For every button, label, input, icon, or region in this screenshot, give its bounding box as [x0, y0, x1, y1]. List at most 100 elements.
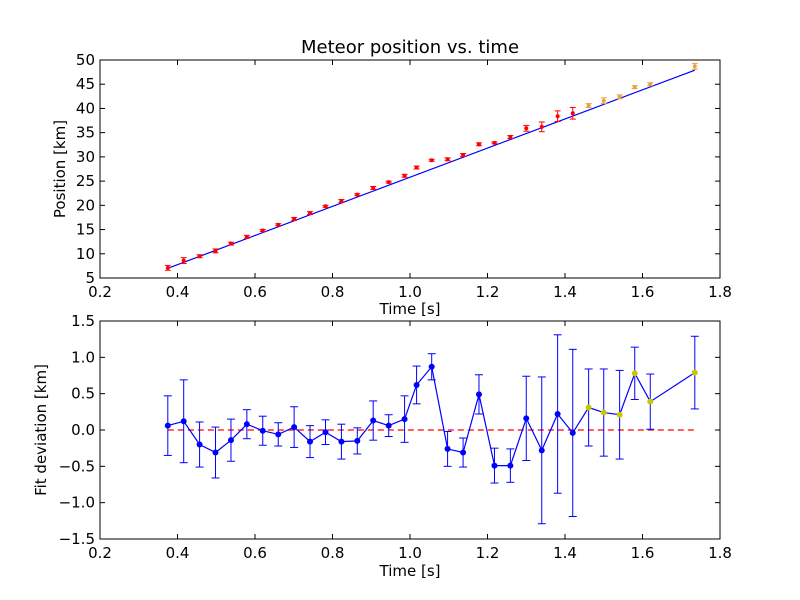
position-marker	[429, 158, 434, 163]
0-ytick-label: 45	[76, 75, 95, 93]
deviation-marker	[569, 429, 576, 436]
position-marker	[632, 85, 637, 90]
top-plot-frame	[99, 59, 721, 279]
deviation-marker	[354, 437, 361, 444]
deviation-marker	[554, 411, 561, 418]
position-point	[523, 124, 530, 132]
position-point	[338, 198, 345, 203]
deviation-marker	[180, 418, 187, 425]
deviation-errorbars	[163, 334, 699, 525]
0-ytick-label: 20	[76, 196, 95, 214]
position-point	[554, 110, 561, 123]
0-ytick-label: 30	[76, 148, 95, 166]
position-point	[401, 173, 408, 178]
deviation-marker	[507, 462, 514, 469]
position-marker	[586, 103, 591, 108]
position-point	[385, 180, 392, 185]
deviation-marker	[275, 431, 282, 438]
deviation-marker	[428, 363, 435, 370]
position-marker	[476, 142, 481, 147]
position-marker	[508, 135, 513, 140]
0-ytick-label: 40	[76, 99, 95, 117]
0-ytick-label: 25	[76, 172, 95, 190]
top-y-axis: 5 10 15 20 25 30 35 40 45 50	[76, 51, 720, 287]
1-ytick-label: −1.5	[59, 530, 95, 548]
position-point	[585, 103, 592, 108]
position-marker	[539, 124, 544, 129]
position-point	[600, 97, 607, 105]
1-ytick-label: −0.5	[59, 457, 95, 475]
position-marker	[617, 94, 622, 99]
1-ytick-label: 1.0	[71, 348, 95, 366]
position-point	[291, 216, 298, 221]
chart-title: Meteor position vs. time	[301, 37, 519, 58]
deviation-marker	[370, 417, 377, 424]
position-marker	[197, 254, 202, 259]
deviation-marker	[322, 429, 329, 436]
position-point	[243, 234, 250, 239]
position-point	[691, 62, 698, 70]
deviation-marker	[585, 404, 592, 411]
position-marker	[402, 173, 407, 178]
position-point	[180, 257, 187, 264]
top-x-axis: 0.2 0.4 0.6 0.8 1.0 1.2 1.4 1.6 1.8	[88, 60, 732, 301]
deviation-marker	[164, 422, 171, 429]
position-point	[460, 152, 467, 157]
0-xtick-label: 0.8	[321, 283, 345, 301]
1-xtick-label: 1.8	[708, 544, 732, 562]
0-xtick-label: 0.4	[166, 283, 190, 301]
deviation-marker	[491, 462, 498, 469]
position-marker	[371, 185, 376, 190]
position-point	[631, 85, 638, 90]
0-xtick-label: 0.6	[243, 283, 267, 301]
position-point	[322, 204, 329, 209]
deviation-marker	[259, 427, 266, 434]
deviation-marker	[444, 445, 451, 452]
deviation-marker	[460, 449, 467, 456]
position-point	[354, 192, 361, 197]
0-ytick-label: 50	[76, 51, 95, 69]
1-xtick-label: 0.8	[321, 544, 345, 562]
0-ytick-label: 10	[76, 245, 95, 263]
0-ytick-label: 35	[76, 124, 95, 142]
bottom-y-label: Fit deviation [km]	[32, 364, 50, 496]
0-xtick-label: 1.4	[553, 283, 577, 301]
position-marker	[648, 82, 653, 87]
position-point	[307, 211, 314, 216]
position-point	[569, 106, 576, 120]
deviation-marker	[385, 422, 392, 429]
1-xtick-label: 1.0	[398, 544, 422, 562]
deviation-marker	[616, 411, 623, 418]
position-marker	[524, 126, 529, 131]
1-ytick-label: −1.0	[59, 494, 95, 512]
position-point	[475, 142, 482, 147]
position-marker	[323, 204, 328, 209]
0-ytick-label: 5	[85, 269, 95, 287]
position-point	[428, 158, 435, 163]
position-marker	[181, 258, 186, 263]
position-marker	[213, 248, 218, 253]
position-point	[647, 82, 654, 87]
deviation-marker	[475, 391, 482, 398]
top-x-label: Time [s]	[379, 300, 441, 318]
deviation-marker	[413, 381, 420, 388]
position-point	[259, 228, 266, 233]
deviation-marker	[631, 370, 638, 377]
1-ytick-label: 0.0	[71, 421, 95, 439]
position-point	[491, 140, 498, 145]
position-marker	[228, 241, 233, 246]
deviation-marker	[538, 447, 545, 454]
position-marker	[244, 234, 249, 239]
deviation-marker	[401, 416, 408, 423]
bottom-x-axis: 0.2 0.4 0.6 0.8 1.0 1.2 1.4 1.6 1.8	[88, 321, 732, 562]
position-marker	[165, 265, 170, 270]
deviation-marker	[523, 415, 530, 422]
deviation-marker	[291, 424, 298, 431]
deviation-marker	[243, 421, 250, 428]
position-point	[507, 135, 514, 140]
deviation-marker	[600, 409, 607, 416]
position-point	[164, 264, 171, 271]
position-point	[196, 254, 203, 259]
1-xtick-label: 1.4	[553, 544, 577, 562]
